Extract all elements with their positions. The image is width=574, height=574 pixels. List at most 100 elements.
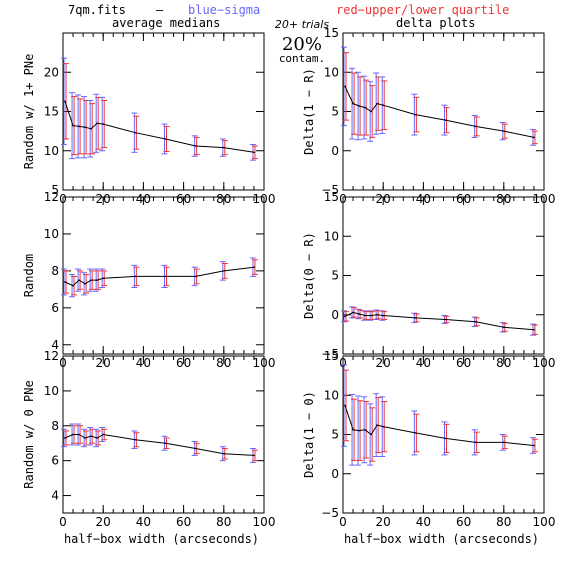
- median-point: [370, 110, 372, 113]
- median-point: [72, 433, 74, 436]
- median-point: [358, 429, 360, 432]
- y-tick-label: 20: [44, 65, 59, 79]
- y-tick-label: 6: [51, 301, 59, 315]
- median-point: [503, 326, 505, 329]
- median-point: [444, 119, 447, 121]
- median-point: [84, 437, 86, 439]
- y-tick-label: −5: [321, 347, 339, 361]
- median-point: [344, 315, 346, 318]
- y-tick-label: 15: [44, 105, 59, 119]
- header-dash: —: [156, 3, 164, 17]
- plot-frame: [342, 196, 545, 355]
- median-point: [223, 146, 225, 149]
- y-tick-label: 12: [44, 190, 59, 204]
- median-point: [134, 438, 137, 441]
- median-series-line: [64, 266, 254, 287]
- median-point: [96, 437, 98, 439]
- median-point: [102, 433, 104, 436]
- y-tick-label: 10: [324, 229, 339, 243]
- x-tick-label: 40: [136, 515, 151, 529]
- y-tick-label: 0: [331, 308, 339, 322]
- filename-label: 7qm.fits: [68, 3, 126, 17]
- left-column-title: average medians: [112, 16, 220, 30]
- median-point: [102, 123, 104, 125]
- y-axis-label: Random w/ 0 PNe: [22, 380, 36, 488]
- median-point: [474, 321, 477, 323]
- median-series-line: [344, 311, 535, 331]
- y-tick-label: 8: [51, 264, 59, 278]
- y-axis-label: Random w/ 1+ PNe: [22, 54, 36, 170]
- median-point: [223, 452, 225, 455]
- y-tick-label: 5: [51, 183, 59, 197]
- median-point: [134, 131, 137, 134]
- median-point: [382, 104, 385, 107]
- median-point: [194, 275, 197, 278]
- median-series-line: [344, 86, 535, 138]
- median-point: [78, 433, 80, 436]
- median-point: [503, 441, 505, 444]
- median-point: [503, 130, 505, 132]
- median-point: [352, 311, 354, 314]
- median-point: [370, 433, 372, 436]
- median-series-line: [64, 101, 254, 153]
- y-tick-label: 15: [324, 190, 339, 204]
- median-series-line: [344, 405, 535, 446]
- y-axis-label: Delta(1 − 0): [302, 391, 316, 478]
- y-tick-label: 10: [44, 384, 59, 398]
- plot-frame: [62, 32, 265, 191]
- median-point: [253, 266, 255, 268]
- median-point: [382, 314, 385, 317]
- y-tick-label: 5: [331, 269, 339, 283]
- median-series-line: [64, 433, 254, 456]
- trials-label: 20+ trials: [275, 18, 329, 31]
- median-point: [78, 125, 80, 128]
- median-point: [444, 318, 447, 321]
- median-point: [358, 313, 360, 315]
- median-point: [84, 126, 86, 128]
- y-tick-label: 5: [331, 428, 339, 442]
- median-point: [164, 138, 167, 140]
- x-tick-label: 60: [176, 515, 191, 529]
- x-tick-label: 100: [533, 515, 556, 529]
- plot-frame: [62, 196, 265, 355]
- median-point: [364, 314, 366, 317]
- median-point: [533, 136, 535, 139]
- x-axis-label: half−box width (arcseconds): [64, 532, 259, 546]
- x-tick-label: 60: [456, 515, 471, 529]
- median-point: [134, 275, 137, 278]
- x-tick-label: 100: [253, 515, 276, 529]
- median-point: [102, 277, 104, 280]
- y-tick-label: 8: [51, 419, 59, 433]
- x-tick-label: 40: [416, 515, 431, 529]
- y-tick-label: −5: [321, 506, 339, 520]
- y-tick-label: 0: [331, 144, 339, 158]
- median-point: [474, 125, 477, 128]
- y-tick-label: 10: [324, 388, 339, 402]
- median-point: [223, 270, 225, 272]
- median-point: [344, 404, 346, 407]
- panels-group: 0204060801005101520Random w/ 1+ PNe02040…: [22, 26, 555, 546]
- median-point: [364, 428, 366, 431]
- median-point: [253, 454, 255, 457]
- x-tick-label: 0: [339, 515, 347, 529]
- median-point: [352, 428, 354, 431]
- median-point: [533, 328, 535, 331]
- median-point: [474, 441, 477, 444]
- median-point: [96, 279, 98, 281]
- median-point: [533, 444, 535, 447]
- median-point: [364, 106, 366, 109]
- y-tick-label: 10: [44, 227, 59, 241]
- median-point: [64, 437, 66, 439]
- median-point: [90, 279, 92, 281]
- y-tick-label: 4: [51, 338, 59, 352]
- y-tick-label: 15: [324, 349, 339, 363]
- median-point: [444, 437, 447, 440]
- median-point: [376, 313, 378, 316]
- median-point: [352, 102, 354, 105]
- legend-quartile-label: red−upper/lower quartile: [336, 3, 509, 17]
- median-point: [84, 283, 86, 285]
- y-tick-label: 6: [51, 454, 59, 468]
- x-tick-label: 80: [496, 515, 511, 529]
